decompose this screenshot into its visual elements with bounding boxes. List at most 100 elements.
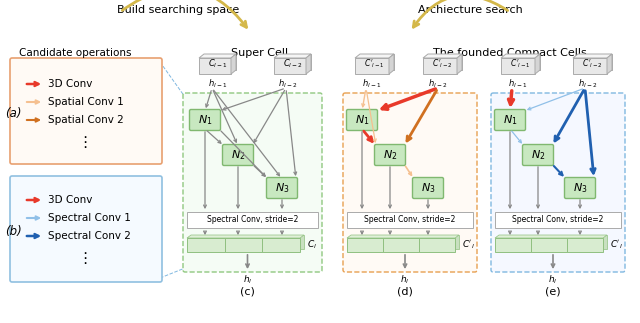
Bar [495,212,621,228]
FancyBboxPatch shape [10,176,162,282]
Polygon shape [506,54,540,70]
Text: $h_l$: $h_l$ [400,274,410,287]
Text: Build searching space: Build searching space [117,5,239,15]
Text: Spectral Conv, stride=2: Spectral Conv, stride=2 [207,215,298,224]
Polygon shape [347,235,459,238]
Polygon shape [187,235,304,238]
Text: (e): (e) [545,287,561,297]
Text: ⋮: ⋮ [77,251,93,266]
Polygon shape [607,54,612,74]
Polygon shape [262,238,300,252]
Polygon shape [573,58,607,74]
Polygon shape [355,58,389,74]
Polygon shape [225,238,262,252]
Text: $h_{l-1}$: $h_{l-1}$ [362,78,381,90]
Text: $C_l$: $C_l$ [307,239,317,251]
Polygon shape [501,58,535,74]
Polygon shape [347,238,383,252]
Polygon shape [204,54,236,70]
Text: ⋮: ⋮ [77,136,93,151]
Text: Spectral Conv, stride=2: Spectral Conv, stride=2 [512,215,604,224]
Text: $N_3$: $N_3$ [275,181,289,195]
Text: $C'_l$: $C'_l$ [610,239,623,251]
Polygon shape [571,235,607,249]
Polygon shape [191,235,228,249]
Polygon shape [306,54,311,74]
Text: Super Cell: Super Cell [232,48,289,58]
Text: $N_1$: $N_1$ [503,113,517,127]
Polygon shape [279,54,311,70]
FancyBboxPatch shape [223,144,253,165]
Polygon shape [387,235,423,249]
Polygon shape [535,54,540,74]
FancyBboxPatch shape [266,178,298,199]
Text: $h_{l-2}$: $h_{l-2}$ [578,78,597,90]
FancyBboxPatch shape [346,109,378,130]
Bar [347,212,473,228]
Polygon shape [274,58,306,74]
Polygon shape [567,238,603,252]
Text: $h_{l-2}$: $h_{l-2}$ [278,78,298,90]
Polygon shape [535,235,571,249]
Polygon shape [495,238,531,252]
Text: $C'_{l-2}$: $C'_{l-2}$ [432,58,453,70]
Text: Archiecture search: Archiecture search [418,5,522,15]
Text: Spectral Conv, stride=2: Spectral Conv, stride=2 [364,215,456,224]
Text: $h_l$: $h_l$ [243,274,252,287]
Text: $h_{l-1}$: $h_{l-1}$ [208,78,227,90]
FancyBboxPatch shape [183,93,322,272]
Text: (d): (d) [397,287,413,297]
Text: Spatial Conv 1: Spatial Conv 1 [48,97,124,107]
Polygon shape [187,238,225,252]
Polygon shape [573,54,612,58]
FancyBboxPatch shape [413,178,444,199]
Text: $N_3$: $N_3$ [420,181,435,195]
Polygon shape [351,235,387,249]
Text: $N_2$: $N_2$ [383,148,397,162]
Text: $N_2$: $N_2$ [231,148,245,162]
Polygon shape [199,58,231,74]
Polygon shape [228,235,266,249]
Polygon shape [423,235,459,249]
Polygon shape [355,54,394,58]
Polygon shape [428,54,462,70]
FancyBboxPatch shape [189,109,221,130]
Text: (b): (b) [5,224,22,237]
Text: $C_{l-1}$: $C_{l-1}$ [207,58,227,70]
FancyBboxPatch shape [491,93,625,272]
Text: 3D Conv: 3D Conv [48,79,92,89]
FancyBboxPatch shape [10,58,162,164]
Polygon shape [501,54,540,58]
Text: $h_{l-1}$: $h_{l-1}$ [508,78,527,90]
Text: $h_{l-2}$: $h_{l-2}$ [428,78,447,90]
Polygon shape [419,238,455,252]
Polygon shape [495,235,607,238]
Text: $C'_{l-2}$: $C'_{l-2}$ [582,58,603,70]
Text: The founded Compact Cells: The founded Compact Cells [433,48,587,58]
Polygon shape [266,235,304,249]
Text: 3D Conv: 3D Conv [48,195,92,205]
Text: (c): (c) [240,287,255,297]
Polygon shape [457,54,462,74]
Polygon shape [199,54,236,58]
Polygon shape [531,238,567,252]
FancyBboxPatch shape [374,144,406,165]
FancyBboxPatch shape [564,178,595,199]
Text: $C'_l$: $C'_l$ [462,239,475,251]
Text: $C_{l-2}$: $C_{l-2}$ [283,58,303,70]
Polygon shape [231,54,236,74]
Text: Spectral Conv 1: Spectral Conv 1 [48,213,131,223]
Polygon shape [499,235,535,249]
FancyBboxPatch shape [343,93,477,272]
Polygon shape [423,58,457,74]
Polygon shape [383,238,419,252]
FancyBboxPatch shape [522,144,554,165]
FancyBboxPatch shape [495,109,525,130]
Text: $N_1$: $N_1$ [355,113,369,127]
Text: Spatial Conv 2: Spatial Conv 2 [48,115,124,125]
Polygon shape [423,54,462,58]
Polygon shape [578,54,612,70]
Polygon shape [274,54,311,58]
Text: $C'_{l-1}$: $C'_{l-1}$ [364,58,385,70]
Text: $C'_{l-1}$: $C'_{l-1}$ [510,58,531,70]
